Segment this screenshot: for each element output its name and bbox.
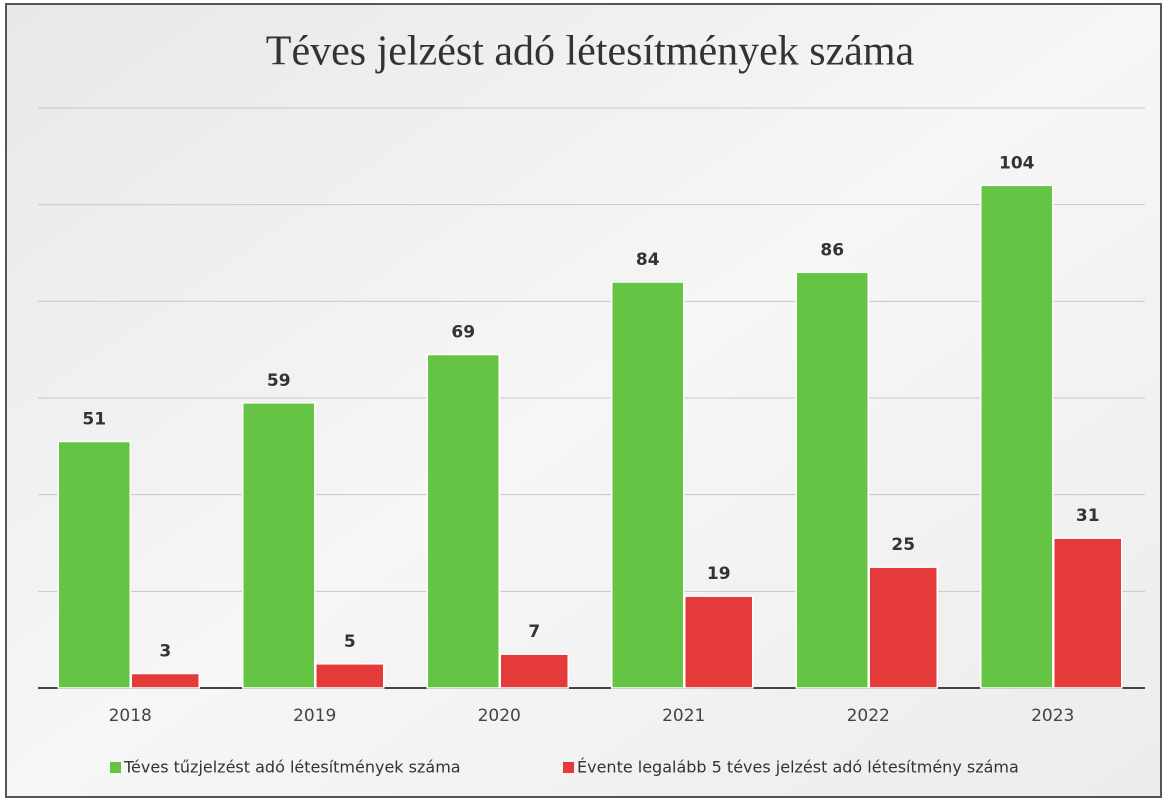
- bar: [1053, 537, 1123, 689]
- data-label: 84: [636, 250, 660, 270]
- legend-swatch: [563, 762, 574, 773]
- data-label: 59: [267, 371, 291, 391]
- x-tick-label: 2021: [662, 706, 705, 726]
- data-label: 104: [999, 153, 1035, 173]
- bar: [57, 440, 131, 689]
- frame: [5, 3, 1162, 798]
- bar: [499, 653, 569, 689]
- legend: Téves tűzjelzést adó létesítmények száma…: [110, 758, 1019, 777]
- bar: [611, 281, 685, 689]
- data-label: 25: [891, 535, 915, 555]
- data-label: 5: [344, 632, 356, 652]
- data-label: 7: [528, 622, 540, 642]
- bar: [242, 402, 316, 689]
- data-label: 19: [707, 564, 731, 584]
- data-label: 69: [451, 323, 475, 343]
- bar: [868, 566, 938, 689]
- x-tick-label: 2023: [1031, 706, 1074, 726]
- data-label: 31: [1076, 506, 1100, 526]
- bar: [795, 271, 869, 689]
- bar: [130, 672, 200, 689]
- x-tick-label: 2020: [478, 706, 521, 726]
- data-label: 3: [159, 642, 171, 662]
- chart-title: Téves jelzést adó létesítmények száma: [266, 29, 915, 75]
- x-tick-label: 2018: [109, 706, 152, 726]
- bar: [426, 353, 500, 689]
- data-label: 86: [820, 240, 844, 260]
- x-tick-label: 2019: [293, 706, 336, 726]
- legend-label: Téves tűzjelzést adó létesítmények száma: [123, 758, 461, 777]
- bar: [684, 595, 754, 689]
- data-label: 51: [82, 410, 106, 430]
- legend-swatch: [110, 762, 121, 773]
- bar: [315, 663, 385, 689]
- legend-label: Évente legalább 5 téves jelzést adó léte…: [577, 758, 1019, 777]
- x-tick-label: 2022: [847, 706, 890, 726]
- bar: [980, 184, 1054, 689]
